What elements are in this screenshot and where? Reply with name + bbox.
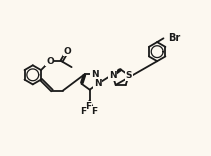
Text: N: N — [109, 71, 116, 80]
Text: Br: Br — [168, 33, 180, 43]
Text: S: S — [126, 71, 132, 80]
Text: F: F — [86, 102, 92, 111]
Text: F: F — [80, 107, 86, 116]
Text: F: F — [91, 107, 97, 116]
Text: O: O — [46, 57, 54, 66]
Text: O: O — [64, 47, 71, 56]
Text: N: N — [91, 70, 99, 79]
Text: N: N — [94, 79, 102, 88]
